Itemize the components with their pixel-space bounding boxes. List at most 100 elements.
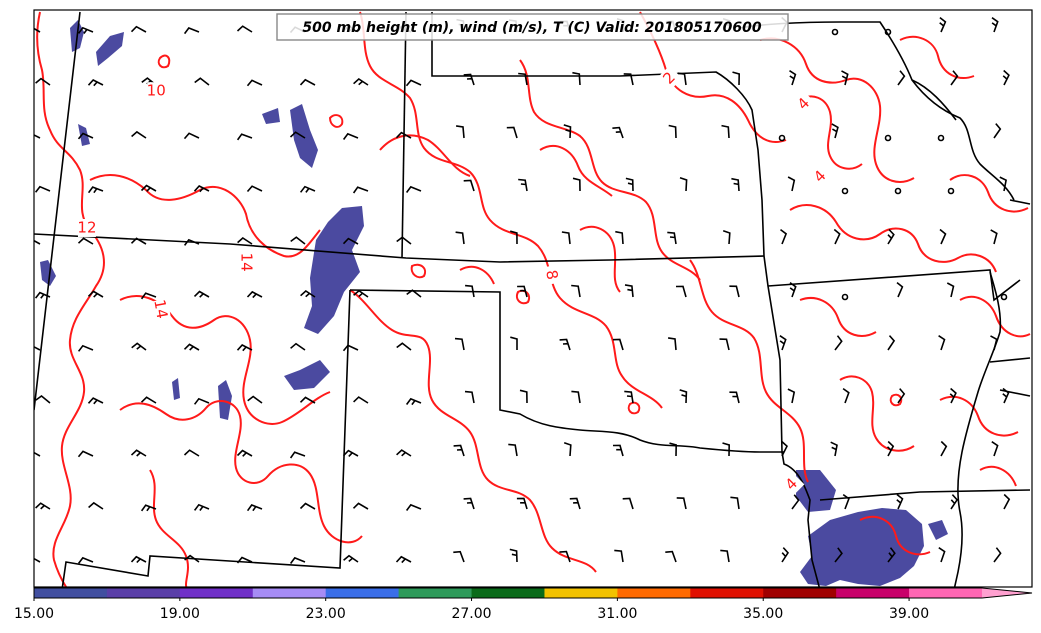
wind-barb xyxy=(183,27,200,35)
wind-barb xyxy=(780,228,788,245)
wind-barb xyxy=(842,493,850,510)
wind-barb xyxy=(352,502,369,510)
wind-barb xyxy=(1002,69,1010,86)
wind-barb xyxy=(519,389,528,404)
wind-barb xyxy=(396,342,412,351)
wind-barb xyxy=(506,126,518,139)
wind-barb xyxy=(405,79,422,87)
wind-barb xyxy=(887,547,896,563)
wind-barb xyxy=(789,70,797,86)
wind-barb xyxy=(571,284,581,298)
wind-barb xyxy=(77,450,94,458)
wind-barb xyxy=(614,549,624,563)
contour-line xyxy=(627,401,641,415)
wind-barb xyxy=(779,335,787,351)
boundary-line xyxy=(989,357,1031,363)
wind-barb xyxy=(781,440,788,457)
contour-line xyxy=(639,11,787,143)
wind-barb xyxy=(509,548,518,563)
wind-barb xyxy=(896,281,904,298)
wind-barb xyxy=(140,396,157,404)
wind-barb xyxy=(77,556,94,564)
map-title: 500 mb height (m), wind (m/s), T (C) Val… xyxy=(302,20,761,36)
contour-line xyxy=(410,263,426,279)
colorbar-tick-label: 15.00 xyxy=(14,606,54,622)
contour-line xyxy=(799,95,863,170)
wind-barb xyxy=(183,343,200,351)
wind-barb xyxy=(299,396,316,404)
state-boundaries xyxy=(34,11,1031,587)
contour-line xyxy=(349,289,597,573)
calm-wind-marker xyxy=(894,187,902,195)
wind-barb xyxy=(993,547,1002,563)
wind-barb xyxy=(87,186,104,194)
wind-barb xyxy=(236,25,253,33)
colorbar-tick-label: 35.00 xyxy=(743,606,783,622)
wind-barb xyxy=(897,70,906,86)
wind-barb xyxy=(342,132,359,140)
wind-barb xyxy=(455,125,465,139)
contour-line xyxy=(839,375,915,452)
wind-barb xyxy=(236,133,253,141)
colorbar-segment xyxy=(909,588,983,598)
wind-barb xyxy=(886,440,895,457)
wind-barb xyxy=(194,77,210,86)
boundary-line xyxy=(819,489,1031,501)
shaded-region-louisiana xyxy=(928,520,948,540)
wind-barb xyxy=(405,397,422,406)
wind-barb xyxy=(679,177,688,192)
boundary-line xyxy=(953,271,1002,587)
wind-barb xyxy=(559,550,571,563)
wind-barb xyxy=(677,72,687,86)
wind-barb xyxy=(183,238,200,246)
wind-barb xyxy=(667,231,677,245)
contour-line xyxy=(157,54,171,69)
contour-label: 14 xyxy=(237,253,255,272)
contour-line xyxy=(899,35,975,79)
wind-barb xyxy=(34,291,51,299)
boundary-line xyxy=(431,12,821,587)
wind-barb xyxy=(300,289,316,298)
wind-barb xyxy=(405,185,422,193)
wind-barb xyxy=(991,441,999,457)
contour-line xyxy=(89,174,321,258)
wind-barb xyxy=(729,285,740,298)
wind-barb xyxy=(791,494,800,510)
wind-barb xyxy=(193,185,210,193)
boundary-line xyxy=(61,289,351,587)
contour-line xyxy=(949,174,1029,213)
wind-barb xyxy=(237,236,253,245)
colorbar-segment xyxy=(471,588,545,598)
wind-barb xyxy=(246,504,263,512)
wind-barb xyxy=(34,185,51,193)
wind-barb xyxy=(516,497,528,510)
wind-barb xyxy=(454,337,465,351)
shaded-region-new-mexico xyxy=(284,360,330,390)
wind-barb xyxy=(395,131,412,139)
wind-barb xyxy=(405,503,422,511)
colorbar-segment xyxy=(544,588,618,598)
wind-barb xyxy=(939,228,947,245)
wind-barb xyxy=(406,289,422,298)
wind-barb xyxy=(833,228,841,245)
contour-line xyxy=(119,295,331,425)
wind-barb xyxy=(787,388,796,404)
wind-barb xyxy=(463,179,475,192)
wind-barb xyxy=(130,555,147,564)
wind-barb xyxy=(993,123,1002,139)
wind-barb xyxy=(517,285,528,298)
wind-barb xyxy=(87,397,104,405)
contour-line xyxy=(799,297,877,337)
wind-barb xyxy=(35,394,51,404)
boundary-line xyxy=(401,11,407,259)
wind-barb xyxy=(184,554,200,563)
colorbar-tick-label: 39.00 xyxy=(889,606,929,622)
wind-barb xyxy=(830,441,838,457)
wind-barb xyxy=(353,396,369,404)
calm-wind-marker xyxy=(884,134,892,142)
wind-barb xyxy=(896,493,904,510)
calm-wind-marker xyxy=(841,293,849,301)
contour-line xyxy=(459,265,495,285)
wind-barb xyxy=(569,497,581,510)
wind-barb xyxy=(719,338,730,351)
